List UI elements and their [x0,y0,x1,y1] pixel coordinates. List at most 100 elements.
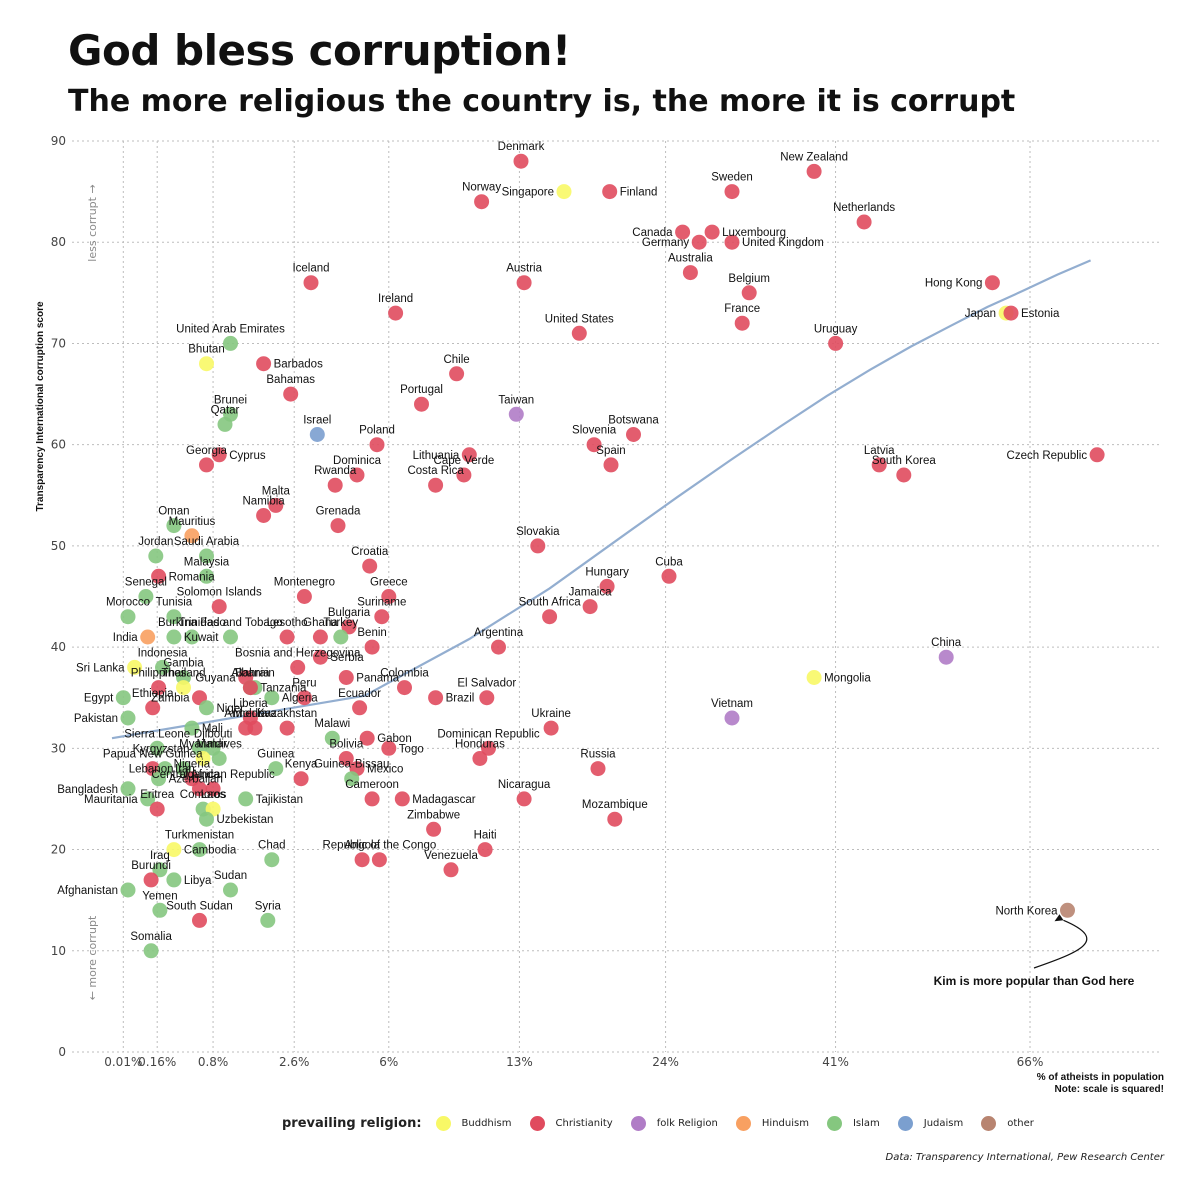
point-label: Australia [668,253,713,265]
point-label: Togo [399,743,424,755]
data-point [283,386,299,402]
point-label: Chile [443,354,469,366]
point-label: Tunisia [156,597,193,609]
point-label: Romania [169,571,216,583]
point-label: North Korea [995,905,1058,917]
data-point [603,457,619,473]
data-point [871,457,887,473]
data-point [364,791,380,807]
point-label: Sierra Leone [124,728,190,740]
legend-swatch [529,1116,545,1131]
point-label: Georgia [186,445,228,457]
point-label: Zimbabwe [407,809,460,821]
data-point [260,912,276,928]
data-point [149,740,165,756]
data-point [293,771,309,787]
point-label: Morocco [106,597,150,609]
data-point [309,427,325,442]
data-point [388,305,404,321]
data-point [143,943,159,959]
y-tick-label: 70 [51,336,66,350]
x-axis-title: Note: scale is squared! [1055,1084,1164,1095]
point-label: Malawi [314,718,350,730]
data-point [582,599,598,615]
point-label: Bahamas [266,374,315,386]
point-label: Argentina [474,627,524,639]
trend-layer [111,259,1092,740]
point-label: Syria [255,900,282,912]
point-label: Norway [462,182,501,194]
x-tick-label: 66% [1017,1055,1044,1069]
data-point [602,184,618,200]
data-point [211,599,227,615]
point-label: Cyprus [229,450,266,462]
x-axis-title: % of atheists in population [1037,1072,1164,1083]
point-label: Hungary [585,566,629,578]
point-label: Luxembourg [722,227,786,239]
point-label: Botswana [608,415,659,427]
point-label: Azerbaijan [169,774,223,786]
point-label: Egypt [84,693,114,705]
data-point [691,234,707,250]
point-label: Colombia [380,668,429,680]
data-point [682,265,698,281]
data-point [140,791,156,807]
point-label: Guinea [257,749,295,761]
data-point [223,335,238,351]
point-label: Sri Lanka [76,662,125,674]
point-label: Qatar [211,404,240,416]
point-label: Mozambique [582,799,648,811]
point-label: Estonia [1021,308,1060,320]
y-tick-label: 10 [51,944,66,958]
point-label: Mauritius [169,516,216,528]
point-label: Ukraine [531,708,571,720]
data-point [145,700,161,716]
point-label: Philippines [131,668,187,680]
axis-layer: 0 10 20 30 40 50 60 70 80 90 0.01%0.16% 0.8% 2.6% 6% 1… [35,134,1164,1095]
data-point [166,518,182,534]
data-point [481,740,496,756]
point-label: Algeria [282,693,318,705]
x-tick-label: 0.01% [104,1055,142,1069]
data-point [199,568,214,584]
point-label: Lebanon [129,764,174,776]
point-label: United Arab Emirates [176,323,285,335]
data-point [359,730,375,746]
data-point [152,862,168,878]
data-point [327,477,343,493]
data-point [120,882,136,898]
point-label: Mexico [367,764,403,776]
point-label: Montenegro [274,577,335,589]
data-point [149,801,165,817]
point-label: Angola [344,840,380,852]
point-label: Japan [965,308,996,320]
point-label: Chad [258,840,286,852]
point-label: El Salvador [457,678,516,690]
y-tick-label: 50 [51,539,66,553]
point-label: Israel [303,415,331,427]
point-label: Venezuela [424,850,478,862]
data-point [491,639,506,655]
data-point [279,629,295,645]
data-point [364,639,380,655]
data-point [856,214,872,230]
data-point [166,872,182,888]
point-label: Czech Republic [1007,450,1088,462]
point-label: Russia [580,749,616,761]
data-point [374,609,390,625]
data-point [479,690,495,706]
point-label: Cape Verde [434,455,495,467]
point-label: Moldova [233,708,277,720]
point-label: Trinidad and Tobago [178,617,282,629]
data-point [607,811,623,827]
data-point [199,548,214,564]
point-label: Albania [231,668,270,680]
point-label: Lesotho [267,617,308,629]
point-label: Republic of the Congo [322,840,436,852]
data-point [256,356,272,372]
legend-label: Christianity [555,1118,613,1129]
point-label: India [113,632,139,644]
data-point [199,700,214,716]
legend-swatch [897,1116,913,1131]
